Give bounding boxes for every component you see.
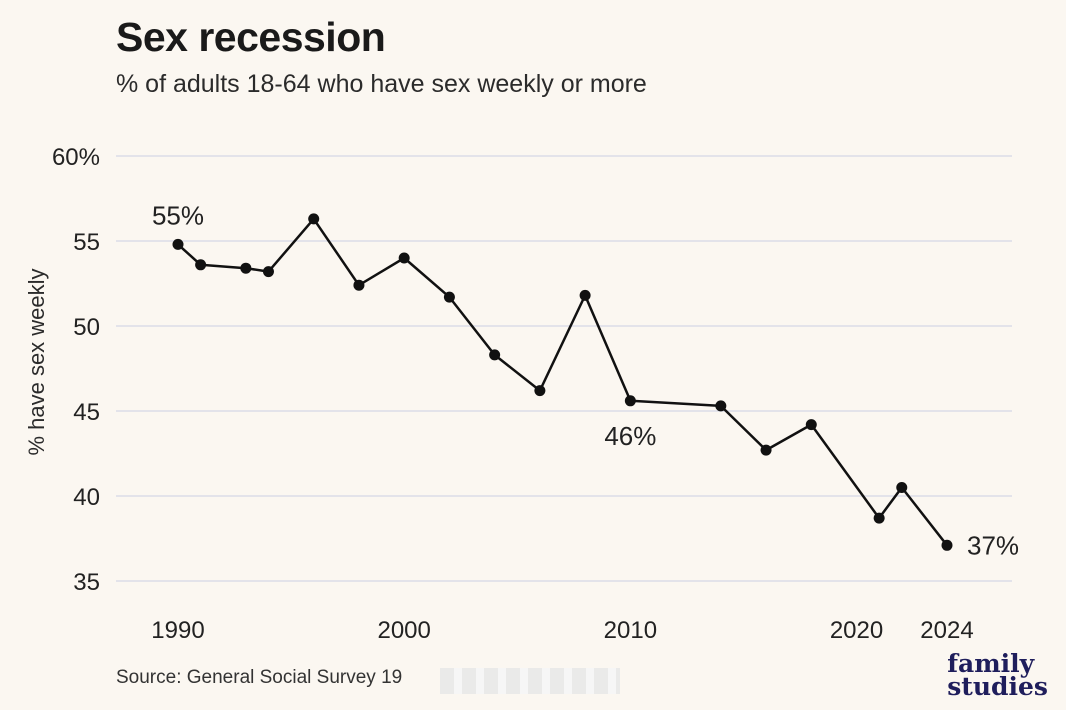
chart-subtitle: % of adults 18-64 who have sex weekly or… — [116, 70, 647, 98]
data-point — [308, 213, 320, 225]
x-axis-ticks: 1990 2000 2010 2020 2024 — [151, 617, 973, 644]
data-label: 37% — [967, 530, 1019, 560]
source-note: Source: General Social Survey 19 — [116, 667, 403, 688]
data-point — [579, 289, 591, 301]
y-axis-ticks: 60% 55 50 45 40 35 — [52, 144, 100, 596]
data-label: 46% — [604, 421, 656, 451]
data-point — [873, 512, 885, 524]
data-point — [443, 291, 455, 303]
y-tick-label: 60% — [52, 144, 100, 171]
data-point — [760, 444, 772, 456]
y-tick-label: 55 — [73, 229, 100, 256]
logo-line-1: family — [947, 649, 1035, 678]
y-tick-label: 40 — [73, 484, 100, 511]
data-point — [941, 539, 953, 551]
data-point — [534, 385, 546, 397]
logo-line-2: studies — [947, 672, 1048, 701]
data-point — [896, 482, 908, 493]
x-tick-label: 1990 — [151, 617, 204, 644]
data-labels: 55% 46% 37% — [152, 200, 1019, 560]
x-tick-label: 2020 — [830, 617, 883, 644]
y-axis-label: % have sex weekly — [24, 268, 49, 455]
x-tick-label: 2000 — [377, 617, 430, 644]
grid-lines — [116, 155, 1012, 582]
data-point — [172, 238, 184, 250]
redacted-region — [440, 668, 620, 694]
data-point — [715, 400, 727, 412]
data-point — [195, 259, 207, 271]
data-point — [353, 279, 365, 291]
family-studies-logo: family studies — [947, 649, 1048, 701]
y-tick-label: 35 — [73, 569, 100, 596]
x-tick-label: 2010 — [604, 617, 657, 644]
data-point — [240, 262, 252, 274]
data-point — [624, 395, 636, 407]
y-tick-label: 50 — [73, 314, 100, 341]
data-point — [489, 349, 501, 361]
data-point — [262, 266, 274, 278]
x-tick-label: 2024 — [920, 617, 973, 644]
data-point — [398, 252, 410, 264]
y-tick-label: 45 — [73, 399, 100, 426]
chart-title: Sex recession — [116, 14, 386, 60]
data-point — [805, 419, 817, 431]
data-points — [172, 213, 953, 551]
data-label: 55% — [152, 200, 204, 230]
